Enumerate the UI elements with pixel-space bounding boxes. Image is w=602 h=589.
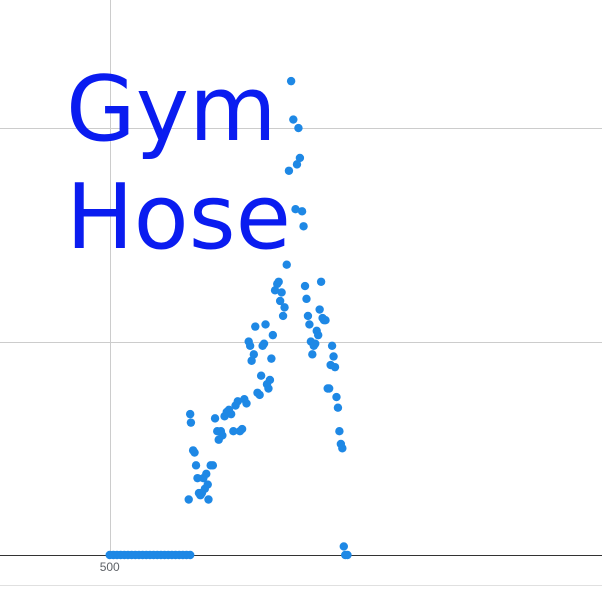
data-point (316, 277, 326, 286)
data-point (191, 461, 201, 470)
data-point (289, 115, 298, 124)
data-point (249, 350, 259, 359)
data-point (247, 356, 256, 365)
data-point (338, 444, 347, 453)
data-point (237, 424, 247, 434)
data-point (270, 286, 280, 295)
data-point (274, 277, 283, 286)
data-point (265, 375, 275, 385)
data-point (308, 350, 317, 359)
data-point (185, 409, 195, 419)
data-point (286, 76, 296, 86)
data-point (203, 480, 212, 489)
data-point (245, 341, 255, 351)
data-point (202, 469, 211, 479)
data-point (300, 281, 310, 291)
data-point (343, 550, 352, 560)
data-point (332, 392, 341, 402)
data-point (208, 461, 218, 470)
data-point (321, 315, 330, 325)
data-point (302, 294, 311, 304)
data-point (210, 414, 220, 423)
data-point (329, 352, 338, 361)
data-point (256, 371, 266, 380)
data-points (105, 76, 352, 560)
data-point (229, 426, 238, 436)
data-point (278, 311, 288, 321)
data-point (267, 354, 276, 363)
data-point (282, 260, 291, 269)
data-point (190, 448, 199, 457)
data-point (315, 305, 324, 314)
overlay-title: Gym Hose (66, 56, 291, 272)
data-point (251, 322, 260, 331)
data-point (242, 399, 251, 408)
data-point (255, 390, 264, 400)
data-point (294, 123, 303, 133)
overlay-title-line-1: Gym (66, 57, 277, 162)
data-point (324, 384, 334, 393)
data-point (299, 222, 308, 231)
data-point (303, 311, 313, 321)
data-point (313, 330, 323, 340)
x-tick-label: 500 (100, 560, 120, 574)
data-point (275, 296, 285, 306)
overlay-title-line-2: Hose (66, 165, 291, 270)
data-point (233, 397, 242, 406)
data-point (186, 418, 196, 427)
data-point (185, 550, 195, 560)
data-point (277, 288, 286, 297)
data-point (218, 431, 227, 440)
data-point (193, 473, 202, 483)
data-point (327, 341, 337, 351)
data-point (226, 409, 236, 419)
data-point (330, 362, 340, 372)
data-point (292, 160, 302, 169)
data-point (339, 542, 348, 551)
data-point (268, 330, 278, 340)
data-point (305, 320, 314, 329)
data-point (184, 495, 193, 504)
data-point (280, 303, 289, 312)
data-point (284, 166, 294, 175)
data-point (204, 495, 213, 504)
data-point (311, 339, 320, 348)
data-point (259, 339, 269, 348)
data-point (335, 426, 344, 436)
data-point (297, 207, 307, 216)
data-point (291, 204, 300, 214)
data-point (264, 384, 273, 393)
data-point (295, 153, 305, 163)
data-point (261, 320, 270, 329)
data-point (333, 403, 343, 412)
tick-labels: 500 (100, 560, 120, 574)
